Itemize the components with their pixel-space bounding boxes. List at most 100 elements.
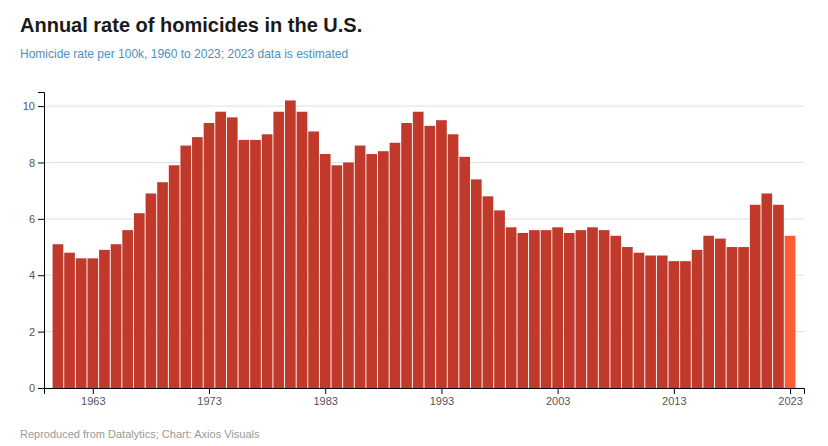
bar — [355, 146, 366, 388]
tick-label: 1963 — [81, 395, 105, 407]
tick-label: 2003 — [546, 395, 570, 407]
bar — [738, 247, 749, 388]
tick: 1963 — [81, 388, 105, 407]
tick-mark — [38, 219, 44, 220]
tick-label: 10 — [23, 100, 35, 112]
bar — [459, 157, 470, 388]
grid — [44, 106, 804, 388]
x-axis: 1963 1973 1983 1993 2003 2013 2023 — [45, 388, 805, 407]
bar — [366, 154, 377, 388]
bar — [436, 120, 447, 388]
title: Annual rate of homicides in the U.S. — [20, 14, 362, 36]
bar — [634, 253, 645, 388]
tick: 1973 — [197, 388, 221, 407]
tick: 2023 — [778, 388, 802, 407]
bar — [250, 140, 261, 388]
bar — [320, 154, 331, 388]
y-axis: 0 2 4 6 8 10 — [23, 93, 45, 395]
bar — [390, 143, 401, 388]
bar — [273, 112, 284, 388]
tick-label: 2 — [29, 326, 35, 338]
tick-mark — [674, 388, 675, 394]
bars — [53, 100, 796, 388]
tick-mark — [441, 388, 442, 394]
tick: 1983 — [313, 388, 337, 407]
bar — [703, 236, 714, 388]
subtitle: Homicide rate per 100k, 1960 to 2023; 20… — [20, 47, 348, 61]
tick-label: 1993 — [430, 395, 454, 407]
grid-line — [44, 106, 804, 107]
tick: 1993 — [430, 388, 454, 407]
bar — [297, 112, 308, 388]
bar — [64, 253, 75, 388]
bar — [645, 256, 656, 388]
tick: 10 — [23, 100, 44, 112]
tick: 2 — [29, 326, 44, 338]
bar — [285, 100, 296, 388]
bar — [424, 126, 435, 388]
bar — [53, 244, 64, 388]
bar — [215, 112, 226, 388]
tick-label: 6 — [29, 213, 35, 225]
bar — [262, 134, 273, 388]
bar — [587, 227, 598, 388]
tick: 0 — [29, 382, 44, 394]
tick: 8 — [29, 156, 44, 168]
bar — [599, 230, 610, 388]
tick: 4 — [29, 269, 44, 281]
tick-label: 8 — [29, 156, 35, 168]
bar — [227, 117, 238, 388]
bar — [471, 179, 482, 388]
bar — [122, 230, 133, 388]
bar — [680, 261, 691, 388]
bar — [517, 233, 528, 388]
tick: 6 — [29, 213, 44, 225]
bar — [87, 258, 98, 388]
bar — [76, 258, 87, 388]
tick-label: 1973 — [197, 395, 221, 407]
bar — [761, 193, 772, 388]
bar — [413, 112, 424, 388]
bar — [239, 140, 250, 388]
tick-mark — [558, 388, 559, 394]
tick-mark — [790, 388, 791, 394]
bar — [192, 137, 203, 388]
tick: 2003 — [546, 388, 570, 407]
bar — [180, 146, 191, 388]
tick-label: 1983 — [313, 395, 337, 407]
tick-label: 2023 — [778, 395, 802, 407]
bar — [622, 247, 633, 388]
bar — [692, 250, 703, 388]
tick-mark — [38, 106, 44, 107]
tick-label: 2013 — [662, 395, 686, 407]
chart-container: Annual rate of homicides in the U.S. Homi… — [0, 0, 828, 446]
bar — [669, 261, 680, 388]
bar — [506, 227, 517, 388]
bar — [610, 236, 621, 388]
bar — [111, 244, 122, 388]
grid-line — [44, 162, 804, 163]
bar — [552, 227, 563, 388]
bar — [727, 247, 738, 388]
bar — [157, 182, 168, 388]
bar — [169, 165, 180, 388]
bar — [99, 250, 110, 388]
bar — [785, 236, 796, 388]
bar — [483, 196, 494, 388]
tick-mark — [209, 388, 210, 394]
axis-line — [45, 389, 805, 395]
bar — [401, 123, 412, 388]
tick: 2013 — [662, 388, 686, 407]
bar — [657, 256, 668, 388]
bar — [146, 193, 157, 388]
bar — [529, 230, 540, 388]
plot: 1963 1973 1983 1993 2003 2013 2023 0 2 4 6 8 10 — [23, 93, 805, 407]
bar — [448, 134, 459, 388]
tick-label: 0 — [29, 382, 35, 394]
tick-mark — [38, 275, 44, 276]
tick-mark — [38, 332, 44, 333]
bar — [576, 230, 587, 388]
bar — [331, 165, 342, 388]
tick-mark — [38, 388, 44, 389]
bar — [773, 205, 784, 388]
